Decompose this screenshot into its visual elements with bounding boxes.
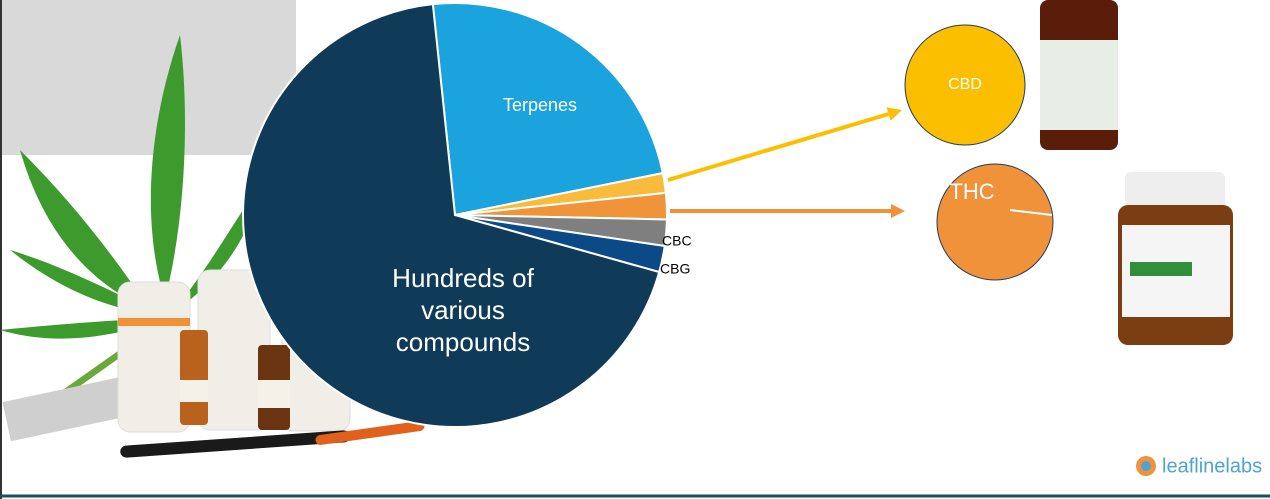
slice-label: Terpenes <box>503 95 577 115</box>
slice-label: CBG <box>660 261 690 277</box>
pie-slice <box>431 2 664 217</box>
arrow-head <box>891 204 905 218</box>
callout-circle <box>936 163 1054 281</box>
medicine-bottle-cbd <box>1040 0 1118 150</box>
grey-panel <box>0 0 296 155</box>
pie: Terpenes CBC CBG <box>242 2 692 428</box>
slice-label: Hundreds of various compounds <box>392 263 534 357</box>
logo-text: leaflinelabs <box>1162 455 1262 477</box>
callouts: CBD THC <box>667 24 1054 281</box>
callout-divider <box>1009 209 1053 216</box>
slice-label: CBC <box>662 233 692 249</box>
callout-label: THC <box>949 179 994 204</box>
medicine-bottle-thc <box>1118 172 1233 345</box>
pie-slice <box>242 3 661 428</box>
arrow-head <box>886 107 902 121</box>
arrow <box>667 112 890 182</box>
logo: leaflinelabs <box>1136 455 1262 477</box>
callout-label: CBD <box>948 76 982 93</box>
callout-circle <box>904 24 1026 146</box>
